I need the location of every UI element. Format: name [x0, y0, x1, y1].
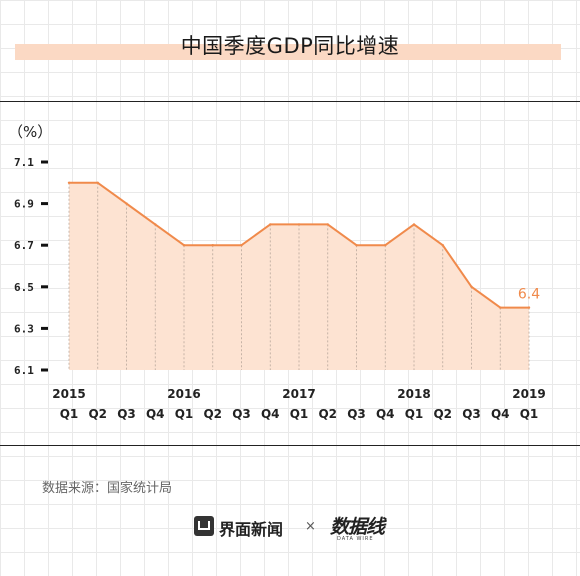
- x-quarter-label: Q3: [347, 407, 366, 421]
- x-quarter-label: Q1: [60, 407, 79, 421]
- data-wire-subtitle: DATA WIRE: [337, 536, 374, 542]
- times-sign: ×: [305, 519, 316, 534]
- data-point: [297, 223, 301, 226]
- data-point: [499, 306, 502, 309]
- x-quarter-label: Q1: [175, 407, 194, 421]
- x-year-label: 2017: [282, 387, 315, 401]
- x-quarter-label: Q3: [462, 407, 481, 421]
- x-year-label: 2019: [512, 387, 545, 401]
- axis-layer: 6.1 6.3 6.5 6.7 6.9 7.1: [14, 156, 48, 377]
- x-quarter-label: Q2: [88, 407, 107, 421]
- label-layer: 2015 2016 2017 2018 2019 Q1 Q2 Q3 Q4 Q1 Q2 Q3 Q4 Q1 Q2…: [52, 287, 545, 421]
- drop-lines: [68, 182, 530, 370]
- x-quarter-label: Q1: [520, 407, 539, 421]
- x-year-label: 2015: [52, 387, 85, 401]
- jiemian-logo-icon: [194, 516, 214, 536]
- x-quarter-label: Q2: [433, 407, 452, 421]
- jiemian-brand-name: 界面新闻: [219, 520, 284, 539]
- data-point: [527, 306, 531, 309]
- title-highlight-band: [15, 44, 561, 60]
- y-tick-label: 6.1: [14, 364, 34, 377]
- x-quarter-label: Q4: [376, 407, 395, 421]
- data-point: [211, 244, 214, 247]
- data-source: 数据来源：国家统计局: [42, 481, 173, 496]
- x-quarter-label: Q4: [491, 407, 510, 421]
- x-year-label: 2018: [397, 387, 430, 401]
- data-point: [384, 244, 387, 247]
- x-year-label: 2016: [167, 387, 200, 401]
- data-point: [240, 244, 243, 247]
- bottom-divider: [0, 445, 580, 446]
- x-quarter-label: Q3: [117, 407, 136, 421]
- data-point: [441, 244, 444, 247]
- chart-title: 中国季度GDP同比增速: [180, 34, 400, 58]
- data-point: [470, 285, 473, 288]
- x-quarter-label: Q4: [146, 407, 165, 421]
- data-point: [269, 223, 272, 226]
- footer-logos: 界面新闻 × 数据线 DATA WIRE: [0, 510, 580, 542]
- data-point: [67, 181, 71, 184]
- data-point: [96, 181, 99, 184]
- data-point: [125, 202, 128, 205]
- y-tick-label: 6.9: [14, 198, 34, 211]
- data-point: [154, 223, 157, 226]
- x-quarter-label: Q3: [232, 407, 251, 421]
- last-value-label: 6.4: [518, 287, 540, 303]
- y-tick-label: 6.3: [14, 322, 34, 335]
- y-tick-label: 6.5: [14, 281, 34, 294]
- x-quarter-label: Q2: [318, 407, 337, 421]
- top-divider: [0, 101, 580, 102]
- x-quarter-label: Q4: [261, 407, 280, 421]
- y-tick-label: 6.7: [14, 239, 34, 252]
- x-quarter-label: Q1: [405, 407, 424, 421]
- data-point: [326, 223, 329, 226]
- y-tick-label: 7.1: [14, 156, 34, 169]
- x-quarter-label: Q2: [203, 407, 222, 421]
- data-point: [355, 244, 358, 247]
- data-wire-logo: 数据线: [330, 516, 385, 538]
- line-layer: [67, 181, 531, 309]
- data-point: [412, 223, 416, 226]
- y-unit-label: （%）: [8, 123, 53, 141]
- data-point: [182, 244, 186, 247]
- x-quarter-label: Q1: [290, 407, 309, 421]
